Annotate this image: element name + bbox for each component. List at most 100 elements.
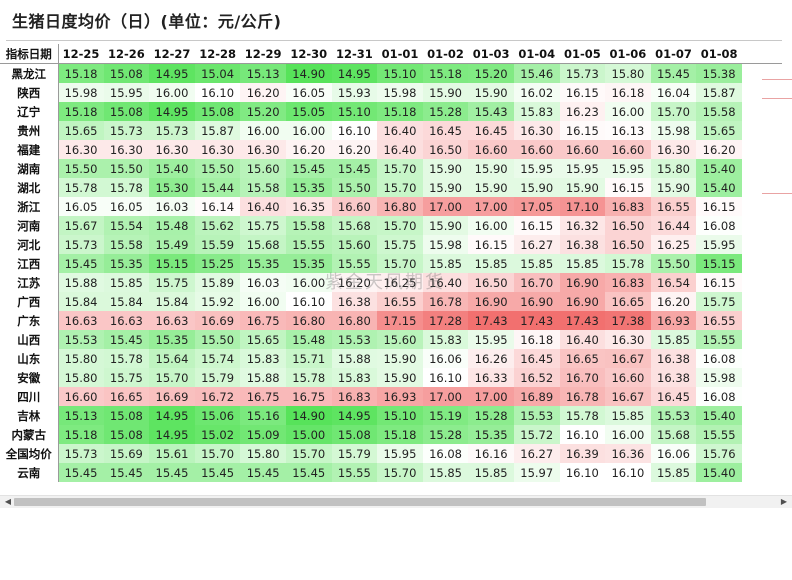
price-cell[interactable]: 16.00 [240, 121, 286, 140]
price-cell[interactable]: 16.83 [331, 387, 378, 406]
price-cell[interactable]: 15.90 [422, 83, 469, 102]
price-cell[interactable]: 16.23 [559, 102, 606, 121]
price-cell[interactable]: 16.10 [422, 368, 469, 387]
price-cell[interactable]: 15.08 [331, 425, 378, 444]
price-cell[interactable]: 15.45 [194, 463, 241, 482]
price-cell[interactable]: 16.38 [331, 292, 378, 311]
price-cell[interactable]: 16.55 [650, 197, 697, 216]
price-cell[interactable]: 16.65 [605, 292, 651, 311]
price-cell[interactable]: 15.45 [650, 63, 697, 83]
price-cell[interactable]: 16.90 [559, 273, 606, 292]
price-cell[interactable]: 15.58 [696, 102, 742, 121]
price-cell[interactable]: 17.28 [422, 311, 469, 330]
price-cell[interactable]: 15.70 [377, 216, 423, 235]
price-cell[interactable]: 15.73 [149, 121, 195, 140]
price-cell[interactable]: 15.04 [194, 63, 241, 83]
price-cell[interactable]: 15.40 [696, 159, 742, 178]
price-cell[interactable]: 15.97 [513, 463, 560, 482]
price-cell[interactable]: 16.15 [559, 83, 606, 102]
price-cell[interactable]: 15.70 [194, 444, 241, 463]
price-cell[interactable]: 16.60 [605, 140, 651, 159]
price-cell[interactable]: 16.08 [422, 444, 469, 463]
price-cell[interactable]: 17.15 [377, 311, 423, 330]
price-cell[interactable]: 15.68 [240, 235, 286, 254]
price-cell[interactable]: 16.03 [149, 197, 195, 216]
price-cell[interactable]: 16.80 [377, 197, 423, 216]
price-cell[interactable]: 15.50 [58, 159, 104, 178]
price-cell[interactable]: 15.55 [331, 254, 378, 273]
price-cell[interactable]: 15.80 [650, 159, 697, 178]
price-cell[interactable]: 15.62 [194, 216, 241, 235]
price-cell[interactable]: 16.93 [377, 387, 423, 406]
price-cell[interactable]: 16.78 [559, 387, 606, 406]
price-cell[interactable]: 15.90 [468, 83, 514, 102]
price-cell[interactable]: 14.90 [285, 63, 332, 83]
price-cell[interactable]: 16.60 [58, 387, 104, 406]
price-cell[interactable]: 15.30 [149, 178, 195, 197]
price-cell[interactable]: 15.85 [605, 406, 651, 425]
price-cell[interactable]: 15.50 [331, 178, 378, 197]
price-cell[interactable]: 16.40 [377, 121, 423, 140]
price-cell[interactable]: 15.58 [240, 178, 286, 197]
price-cell[interactable]: 15.15 [696, 254, 742, 273]
price-cell[interactable]: 15.75 [103, 368, 150, 387]
price-cell[interactable]: 14.95 [149, 406, 195, 425]
price-cell[interactable]: 16.80 [285, 311, 332, 330]
price-cell[interactable]: 15.83 [331, 368, 378, 387]
price-cell[interactable]: 16.10 [331, 121, 378, 140]
price-cell[interactable]: 15.75 [696, 292, 742, 311]
scroll-right-icon[interactable]: ▶ [780, 497, 788, 506]
price-cell[interactable]: 15.70 [377, 178, 423, 197]
price-cell[interactable]: 15.70 [285, 444, 332, 463]
price-cell[interactable]: 16.30 [240, 140, 286, 159]
price-cell[interactable]: 16.69 [149, 387, 195, 406]
price-cell[interactable]: 15.35 [468, 425, 514, 444]
price-cell[interactable]: 16.30 [103, 140, 150, 159]
price-cell[interactable]: 15.78 [285, 368, 332, 387]
price-cell[interactable]: 15.88 [58, 273, 104, 292]
price-cell[interactable]: 15.61 [149, 444, 195, 463]
price-cell[interactable]: 15.69 [103, 444, 150, 463]
price-cell[interactable]: 15.18 [377, 102, 423, 121]
price-cell[interactable]: 16.08 [696, 349, 742, 368]
price-cell[interactable]: 15.40 [149, 159, 195, 178]
price-cell[interactable]: 17.10 [559, 197, 606, 216]
price-cell[interactable]: 16.05 [58, 197, 104, 216]
price-cell[interactable]: 15.95 [468, 330, 514, 349]
price-cell[interactable]: 16.00 [605, 425, 651, 444]
price-cell[interactable]: 15.68 [331, 216, 378, 235]
price-cell[interactable]: 15.90 [377, 368, 423, 387]
price-cell[interactable]: 16.50 [422, 140, 469, 159]
price-cell[interactable]: 15.87 [696, 83, 742, 102]
price-cell[interactable]: 15.92 [194, 292, 241, 311]
price-cell[interactable]: 15.60 [240, 159, 286, 178]
price-cell[interactable]: 15.35 [285, 178, 332, 197]
date-header[interactable]: 01-01 [377, 44, 423, 64]
price-cell[interactable]: 16.67 [605, 387, 651, 406]
price-cell[interactable]: 16.45 [422, 121, 469, 140]
price-cell[interactable]: 15.98 [696, 368, 742, 387]
price-cell[interactable]: 15.80 [605, 63, 651, 83]
price-cell[interactable]: 15.73 [58, 235, 104, 254]
price-cell[interactable]: 15.40 [696, 406, 742, 425]
price-cell[interactable]: 16.35 [285, 197, 332, 216]
price-cell[interactable]: 15.08 [103, 406, 150, 425]
price-cell[interactable]: 16.40 [240, 197, 286, 216]
price-cell[interactable]: 16.44 [650, 216, 697, 235]
price-cell[interactable]: 16.75 [240, 311, 286, 330]
price-cell[interactable]: 16.70 [513, 273, 560, 292]
price-cell[interactable]: 16.55 [377, 292, 423, 311]
price-cell[interactable]: 15.70 [377, 254, 423, 273]
date-header[interactable]: 01-04 [513, 44, 560, 64]
price-cell[interactable]: 16.80 [331, 311, 378, 330]
price-cell[interactable]: 15.50 [194, 159, 241, 178]
price-cell[interactable]: 16.40 [422, 273, 469, 292]
price-cell[interactable]: 15.18 [422, 63, 469, 83]
price-cell[interactable]: 15.35 [149, 330, 195, 349]
price-cell[interactable]: 16.30 [513, 121, 560, 140]
price-cell[interactable]: 15.73 [103, 121, 150, 140]
date-header[interactable]: 12-30 [285, 44, 332, 64]
price-cell[interactable]: 15.78 [559, 406, 606, 425]
price-cell[interactable]: 15.45 [103, 463, 150, 482]
price-cell[interactable]: 15.13 [58, 406, 104, 425]
